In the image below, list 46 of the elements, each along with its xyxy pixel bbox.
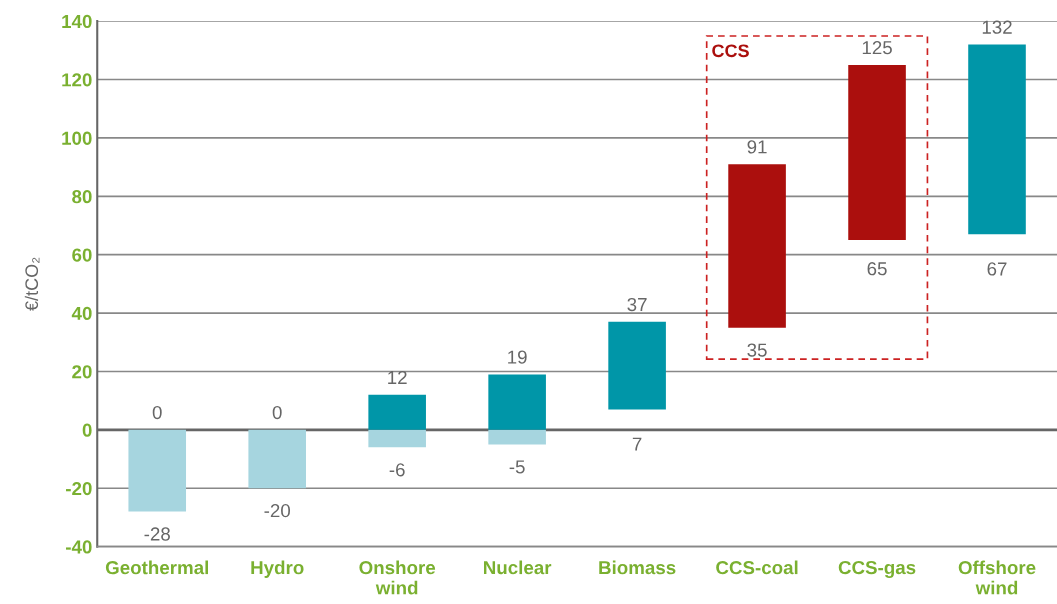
- annotation: 12: [388, 370, 407, 384]
- y-tick-label: -40: [66, 540, 92, 554]
- y-axis-title: €/tCO₂: [24, 257, 40, 311]
- bar: [608, 321, 666, 410]
- y-tick-label: 140: [62, 14, 92, 29]
- bar: [128, 429, 187, 512]
- annotation: 67: [987, 262, 1007, 276]
- bar: [488, 374, 546, 430]
- annotation: 65: [867, 262, 887, 276]
- annotation: 91: [747, 140, 767, 154]
- annotation: -20: [264, 504, 291, 518]
- annotation: 0: [152, 405, 162, 420]
- annotation: 7: [632, 437, 642, 451]
- bar: [248, 429, 306, 489]
- annotation: -5: [509, 460, 525, 474]
- y-tick-label: 40: [71, 306, 92, 321]
- x-tick-label: Hydro: [251, 560, 304, 578]
- y-tick-label: 60: [72, 248, 92, 262]
- y-tick-label: -20: [66, 481, 92, 496]
- x-tick-label: Nuclear: [484, 560, 552, 575]
- annotation: 0: [272, 405, 282, 420]
- bar: [968, 44, 1026, 235]
- annotation: 132: [982, 20, 1012, 34]
- annotation: -6: [389, 463, 405, 477]
- bar: [488, 429, 546, 445]
- x-tick-label: Onshore wind: [359, 560, 436, 595]
- x-tick-label: CCS-coal: [716, 560, 798, 575]
- x-tick-label: Offshore wind: [958, 560, 1036, 595]
- x-tick-label: CCS-gas: [838, 560, 916, 578]
- annotation: CCS: [712, 44, 749, 58]
- annotation: 19: [508, 350, 527, 364]
- y-tick-label: 100: [62, 131, 92, 145]
- bar: [728, 164, 786, 328]
- y-tick-label: 0: [82, 423, 92, 437]
- y-tick-label: 80: [72, 190, 92, 204]
- annotation: -28: [144, 527, 170, 541]
- y-tick-label: 120: [62, 73, 92, 87]
- bar: [368, 429, 426, 448]
- annotation: 37: [627, 297, 647, 312]
- bar: [848, 64, 906, 241]
- x-tick-label: Geothermal: [105, 560, 208, 575]
- x-tick-label: Biomass: [599, 560, 676, 575]
- annotation: 125: [862, 41, 892, 55]
- bar: [368, 394, 426, 430]
- annotation: 35: [747, 343, 767, 357]
- y-tick-label: 20: [72, 365, 92, 379]
